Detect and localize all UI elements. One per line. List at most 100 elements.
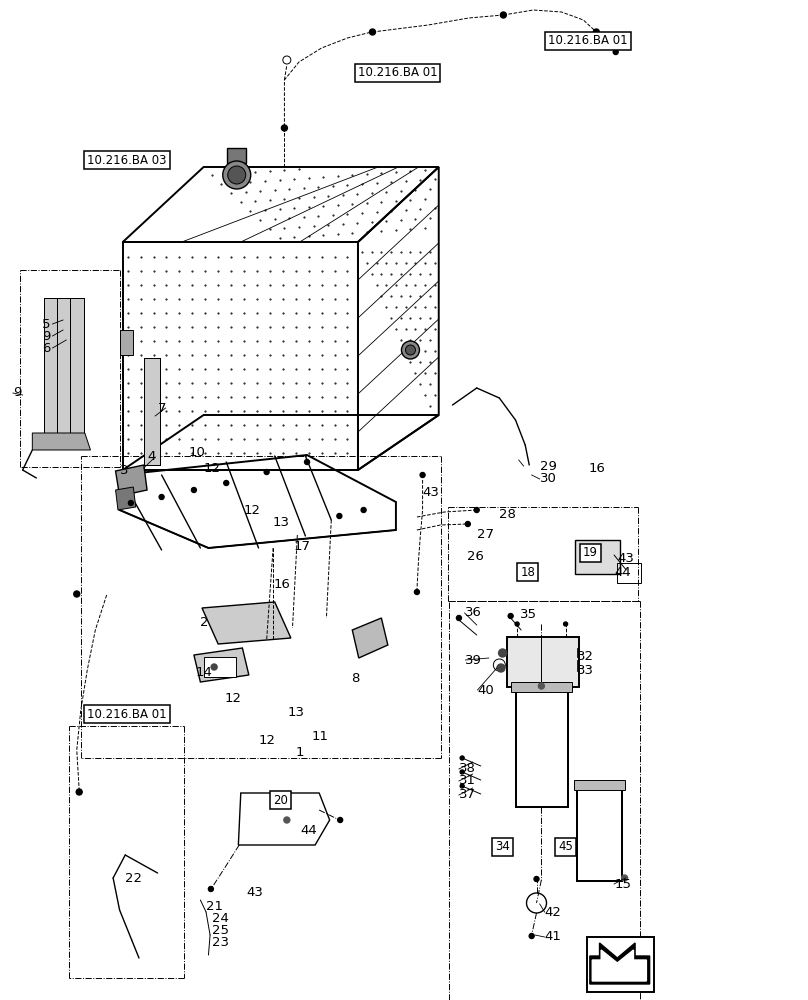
Circle shape <box>406 345 415 355</box>
Circle shape <box>474 508 479 512</box>
Circle shape <box>499 649 507 657</box>
Bar <box>574 780 625 790</box>
Text: 33: 33 <box>577 664 594 678</box>
Bar <box>577 785 622 881</box>
Text: 12: 12 <box>225 692 242 704</box>
Text: 29: 29 <box>540 460 557 473</box>
Text: 10.216.BA 01: 10.216.BA 01 <box>358 66 437 80</box>
Circle shape <box>74 591 80 597</box>
Bar <box>507 637 579 687</box>
Text: 12: 12 <box>244 504 261 518</box>
Bar <box>617 563 641 583</box>
Circle shape <box>402 341 419 359</box>
Text: 19: 19 <box>583 546 598 560</box>
Text: 45: 45 <box>558 840 573 854</box>
Circle shape <box>457 615 461 620</box>
Text: 28: 28 <box>499 508 516 520</box>
Circle shape <box>284 817 290 823</box>
Text: 1: 1 <box>296 746 305 760</box>
Circle shape <box>420 473 425 478</box>
Circle shape <box>224 481 229 486</box>
Polygon shape <box>577 785 622 881</box>
Text: 11: 11 <box>312 730 329 742</box>
Circle shape <box>415 589 419 594</box>
Text: 12: 12 <box>259 734 276 746</box>
Circle shape <box>516 622 519 626</box>
Polygon shape <box>32 433 90 450</box>
Polygon shape <box>227 148 246 163</box>
Text: 30: 30 <box>540 473 557 486</box>
Bar <box>587 937 654 992</box>
Text: 27: 27 <box>477 528 494 542</box>
Text: 21: 21 <box>206 900 223 914</box>
Text: 35: 35 <box>520 607 537 620</box>
Text: 41: 41 <box>545 930 562 944</box>
Circle shape <box>305 460 309 464</box>
Circle shape <box>461 756 464 760</box>
Bar <box>204 657 236 677</box>
Text: 37: 37 <box>459 788 476 802</box>
Circle shape <box>538 683 545 689</box>
Text: 9: 9 <box>42 330 50 342</box>
Polygon shape <box>116 487 136 510</box>
Text: 40: 40 <box>478 684 494 696</box>
Circle shape <box>613 49 618 54</box>
Polygon shape <box>202 602 291 644</box>
Circle shape <box>621 875 628 881</box>
Circle shape <box>529 934 534 938</box>
Circle shape <box>461 770 464 774</box>
Text: 16: 16 <box>588 462 605 476</box>
Text: 20: 20 <box>273 794 288 806</box>
Circle shape <box>369 29 376 35</box>
Text: 26: 26 <box>467 550 484 564</box>
Circle shape <box>508 613 513 618</box>
Circle shape <box>191 488 196 492</box>
Circle shape <box>211 664 217 670</box>
Polygon shape <box>592 950 646 981</box>
Text: 18: 18 <box>520 566 535 578</box>
Text: 8: 8 <box>351 672 360 684</box>
Bar <box>575 540 620 574</box>
Text: 12: 12 <box>204 462 221 475</box>
Circle shape <box>208 886 213 892</box>
Text: 4: 4 <box>147 450 155 464</box>
Circle shape <box>264 470 269 475</box>
Polygon shape <box>590 943 650 984</box>
Text: 44: 44 <box>614 566 631 578</box>
Text: 17: 17 <box>293 540 310 552</box>
Polygon shape <box>352 618 388 658</box>
Text: 3: 3 <box>120 464 128 477</box>
Text: 15: 15 <box>614 878 631 890</box>
Polygon shape <box>116 465 147 496</box>
Bar <box>511 682 572 692</box>
Text: 32: 32 <box>577 650 594 664</box>
Text: 7: 7 <box>158 401 166 414</box>
Text: 13: 13 <box>288 706 305 718</box>
Text: 43: 43 <box>246 886 263 900</box>
Text: 14: 14 <box>196 666 213 678</box>
Circle shape <box>76 789 82 795</box>
Circle shape <box>497 664 505 672</box>
Text: 43: 43 <box>617 552 634 564</box>
Circle shape <box>564 622 567 626</box>
Bar <box>516 687 568 807</box>
Circle shape <box>228 166 246 184</box>
Text: 23: 23 <box>212 936 229 950</box>
Text: 6: 6 <box>42 342 50 355</box>
Text: 24: 24 <box>212 912 229 924</box>
Circle shape <box>223 161 250 189</box>
Circle shape <box>465 522 470 526</box>
Circle shape <box>128 500 133 506</box>
Circle shape <box>541 687 542 689</box>
Polygon shape <box>44 298 58 435</box>
Text: 16: 16 <box>273 578 290 590</box>
Bar <box>516 687 568 807</box>
Text: 31: 31 <box>459 774 476 788</box>
Circle shape <box>338 818 343 822</box>
Text: 39: 39 <box>465 654 482 666</box>
Polygon shape <box>144 358 160 465</box>
Circle shape <box>159 494 164 499</box>
Text: 38: 38 <box>459 762 476 776</box>
Circle shape <box>534 876 539 882</box>
Circle shape <box>337 514 342 518</box>
